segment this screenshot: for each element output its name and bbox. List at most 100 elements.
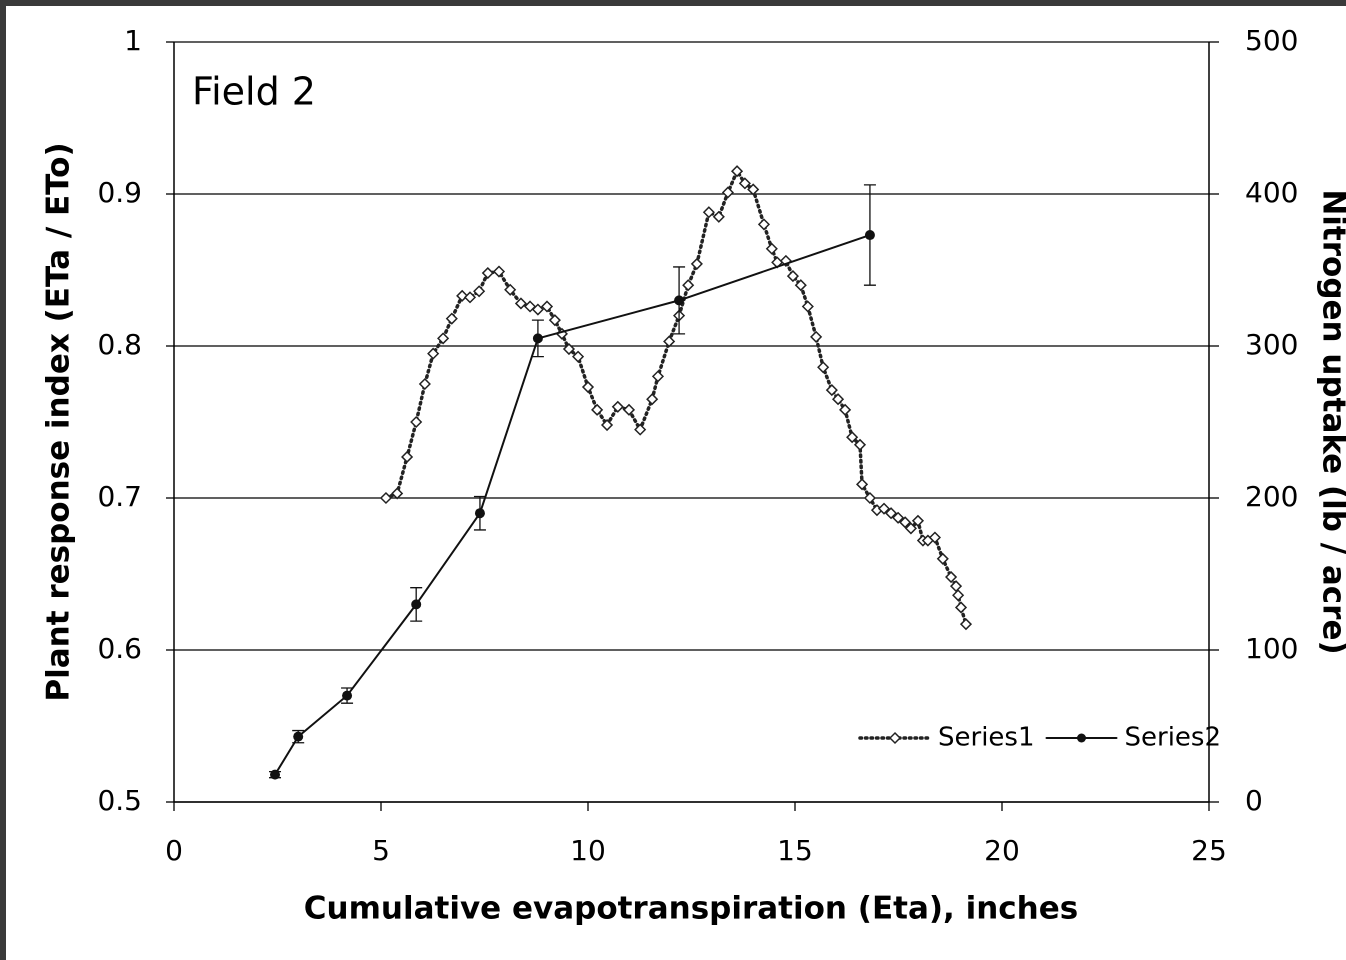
marker — [456, 289, 469, 302]
legend-marker — [888, 731, 902, 745]
marker — [892, 511, 905, 524]
marker — [747, 183, 760, 196]
marker — [391, 487, 404, 500]
marker — [817, 361, 830, 374]
marker — [504, 283, 517, 296]
marker — [474, 508, 485, 519]
y-tick-label: 0.7 — [97, 480, 142, 513]
legend-marker — [1077, 733, 1086, 743]
marker — [572, 350, 585, 363]
marker — [427, 347, 440, 360]
marker — [911, 514, 925, 527]
marker — [839, 403, 852, 416]
marker — [952, 589, 965, 602]
marker — [810, 330, 823, 343]
marker — [904, 522, 917, 535]
marker — [846, 431, 859, 444]
y-tick-label: 0.6 — [97, 632, 142, 665]
y2-tick-label: 400 — [1245, 176, 1298, 209]
marker — [411, 599, 422, 610]
marker — [634, 423, 647, 436]
marker — [674, 295, 685, 306]
marker — [954, 601, 968, 614]
marker — [690, 257, 703, 270]
marker — [437, 332, 450, 345]
y2-axis-label: Nitrogen uptake (lb / acre) — [1316, 189, 1346, 654]
marker — [492, 265, 506, 278]
x-axis-label: Cumulative evapotranspiration (Eta), inc… — [304, 891, 1078, 927]
y-axis-label: Plant response index (ETa / ETo) — [41, 142, 77, 701]
marker — [712, 210, 725, 223]
marker — [342, 690, 353, 701]
marker — [548, 314, 561, 327]
y2-tick-label: 200 — [1245, 480, 1298, 513]
marker — [418, 377, 431, 391]
marker — [884, 507, 898, 520]
marker — [651, 370, 665, 383]
annotation: Field 2 — [192, 70, 316, 114]
marker — [864, 230, 875, 241]
legend-label: Series1 — [938, 723, 1035, 753]
marker — [959, 618, 973, 631]
y-tick-label: 0.9 — [97, 176, 142, 209]
marker — [863, 491, 876, 505]
marker — [591, 403, 604, 416]
y2-tick-label: 0 — [1245, 784, 1263, 817]
marker — [473, 285, 486, 298]
marker — [481, 266, 494, 280]
marker — [856, 478, 869, 491]
marker — [757, 218, 771, 231]
marker — [801, 300, 814, 313]
y-tick-label: 0.5 — [97, 784, 142, 817]
marker — [949, 580, 963, 593]
y-tick-label: 1 — [124, 24, 142, 57]
marker — [622, 403, 636, 416]
marker — [611, 400, 624, 413]
marker — [794, 279, 807, 292]
y2-tick-label: 300 — [1245, 328, 1298, 361]
x-tick-label: 5 — [372, 834, 390, 867]
marker — [663, 335, 676, 348]
marker — [825, 384, 838, 397]
marker — [401, 450, 414, 464]
marker — [463, 291, 477, 304]
marker — [928, 531, 941, 544]
marker — [730, 165, 744, 178]
marker — [853, 438, 867, 451]
marker — [532, 333, 543, 344]
marker — [445, 312, 458, 325]
series-line — [384, 167, 968, 626]
marker — [682, 279, 695, 292]
x-tick-label: 15 — [777, 834, 813, 867]
x-tick-label: 10 — [570, 834, 606, 867]
marker — [945, 570, 958, 584]
marker — [293, 731, 304, 742]
y2-tick-label: 100 — [1245, 632, 1298, 665]
legend-label: Series2 — [1125, 723, 1222, 753]
x-tick-label: 25 — [1191, 834, 1227, 867]
y-tick-label: 0.8 — [97, 328, 142, 361]
marker — [646, 393, 659, 406]
chart: Field 2 Cumulative evapotranspiration (E… — [6, 6, 1346, 960]
marker — [936, 552, 949, 565]
marker — [877, 502, 891, 515]
marker — [540, 300, 554, 313]
marker — [379, 491, 393, 505]
marker — [562, 342, 576, 356]
x-tick-label: 0 — [165, 834, 183, 867]
marker — [410, 415, 423, 429]
series-line — [274, 234, 871, 776]
y2-tick-label: 500 — [1245, 24, 1298, 57]
marker — [531, 303, 544, 316]
marker — [600, 418, 614, 432]
x-tick-label: 20 — [984, 834, 1020, 867]
marker — [831, 393, 845, 406]
marker — [514, 297, 527, 310]
marker — [738, 177, 751, 190]
marker — [581, 380, 595, 394]
marker — [786, 270, 799, 283]
marker — [702, 206, 715, 219]
marker — [721, 186, 734, 199]
marker — [765, 242, 778, 255]
